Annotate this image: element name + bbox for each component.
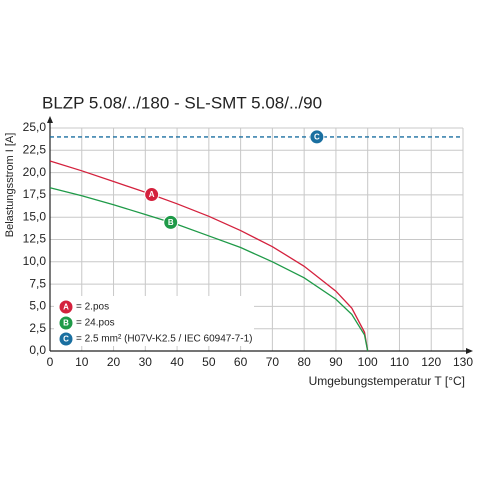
x-tick-label: 80 xyxy=(297,355,311,369)
x-tick-label: 0 xyxy=(47,355,54,369)
series-badge xyxy=(58,315,74,331)
y-tick-label: 2,5 xyxy=(29,321,46,335)
x-tick-label: 70 xyxy=(266,355,280,369)
series-badge-letter: C xyxy=(63,335,69,344)
x-tick-label: 60 xyxy=(234,355,248,369)
y-tick-label: 25,0 xyxy=(23,120,47,134)
series-line xyxy=(49,187,369,352)
series-badge-letter: B xyxy=(168,218,174,227)
x-tick-label: 90 xyxy=(329,355,343,369)
x-tick-label: 40 xyxy=(170,355,184,369)
series-line xyxy=(49,160,369,352)
x-tick-label: 30 xyxy=(139,355,153,369)
y-tick-label: 10,0 xyxy=(23,254,47,268)
x-tick-label: 10 xyxy=(75,355,89,369)
legend-label: = 2.5 mm² (H07V-K2.5 / IEC 60947-7-1) xyxy=(76,334,252,345)
x-tick-label: 110 xyxy=(390,355,409,369)
y-tick-label: 20,0 xyxy=(23,165,47,179)
y-tick-label: 22,5 xyxy=(23,142,47,156)
x-tick-label: 100 xyxy=(358,355,378,369)
y-tick-label: 15,0 xyxy=(23,209,47,223)
series-badge-letter: A xyxy=(63,303,69,312)
legend-label: = 24.pos xyxy=(76,318,115,329)
x-tick-label: 50 xyxy=(202,355,216,369)
series-badge xyxy=(144,187,160,203)
series-badge-letter: C xyxy=(314,133,320,142)
axis-arrow xyxy=(466,348,473,354)
y-tick-label: 12,5 xyxy=(23,232,47,246)
legend-label: = 2.pos xyxy=(76,302,109,313)
x-axis-label: Umgebungstemperatur T [°C] xyxy=(309,374,465,388)
x-tick-label: 20 xyxy=(107,355,121,369)
axis-arrow xyxy=(47,116,53,123)
series-badge xyxy=(163,214,179,230)
y-tick-label: 17,5 xyxy=(23,187,47,201)
series-badge xyxy=(309,129,325,145)
legend-box xyxy=(54,296,254,346)
series-badge xyxy=(58,299,74,315)
y-tick-label: 0,0 xyxy=(29,343,46,357)
chart-title: BLZP 5.08/../180 - SL-SMT 5.08/../90 xyxy=(42,93,322,112)
series-badge xyxy=(58,331,74,347)
series-badge-letter: A xyxy=(149,190,155,199)
series-badge-letter: B xyxy=(63,319,69,328)
y-tick-label: 5,0 xyxy=(29,299,46,313)
x-tick-label: 120 xyxy=(421,355,441,369)
x-tick-label: 130 xyxy=(453,355,473,369)
y-axis-label: Belastungsstrom I [A] xyxy=(4,133,16,238)
y-tick-label: 7,5 xyxy=(29,276,46,290)
